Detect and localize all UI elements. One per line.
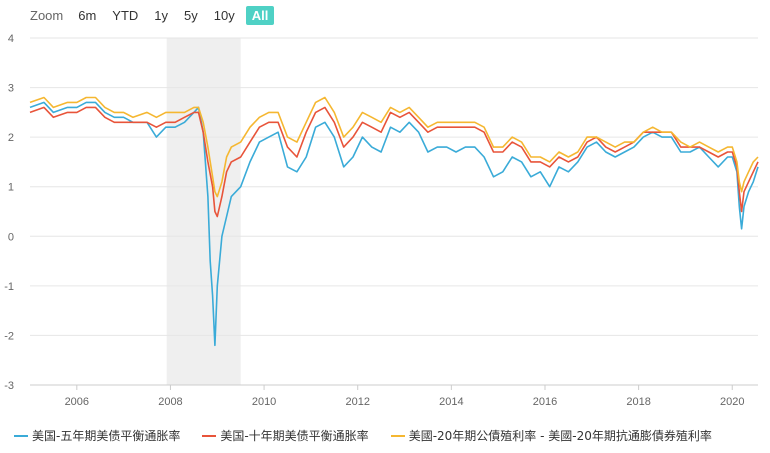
series-line-5y-breakeven — [29, 101, 759, 347]
series-line-10y-breakeven — [29, 106, 759, 218]
legend-swatch — [202, 434, 217, 437]
x-tick-label: 2006 — [65, 396, 89, 408]
y-tick-label: -2 — [4, 330, 14, 342]
zoom-button-1y[interactable]: 1y — [154, 7, 169, 23]
zoom-button-5y[interactable]: 5y — [184, 7, 198, 23]
legend-item-5y-breakeven[interactable]: 美国-五年期美债平衡通胀率 — [14, 427, 180, 444]
y-tick-label: -3 — [4, 380, 14, 392]
x-tick-label: 2012 — [345, 396, 369, 408]
legend: 美国-五年期美债平衡通胀率 美国-十年期美债平衡通胀率 美國-20年期公債殖利率… — [14, 427, 712, 444]
series-line-20y-spread — [29, 96, 759, 198]
y-tick-label: 1 — [8, 182, 14, 194]
y-tick-label: 4 — [8, 33, 14, 45]
legend-item-10y-breakeven[interactable]: 美国-十年期美债平衡通胀率 — [202, 427, 369, 444]
x-tick-label: 2014 — [439, 396, 463, 408]
line-chart: -3 -2 -1 0 1 2 3 4 2006 2008 2010 2012 2014 2016 2018 2… — [4, 33, 759, 408]
range-selector: Zoom 6m YTD 1y 5y 10y All — [30, 4, 280, 26]
legend-label: 美国-十年期美债平衡通胀率 — [220, 429, 369, 443]
x-tick-label: 2016 — [533, 396, 557, 408]
recession-band — [166, 38, 241, 385]
y-tick-label: 3 — [8, 83, 14, 95]
legend-label: 美国-五年期美债平衡通胀率 — [32, 429, 181, 443]
legend-item-20y-spread[interactable]: 美國-20年期公債殖利率 - 美國-20年期抗通膨債券殖利率 — [390, 427, 712, 444]
x-tick-label: 2010 — [252, 396, 276, 408]
zoom-button-6m[interactable]: 6m — [78, 7, 97, 23]
y-tick-label: 2 — [8, 132, 14, 144]
zoom-label: Zoom — [30, 7, 64, 23]
legend-swatch — [14, 434, 28, 437]
zoom-button-ytd[interactable]: YTD — [112, 7, 139, 23]
y-tick-label: 0 — [8, 231, 14, 243]
zoom-button-10y[interactable]: 10y — [213, 7, 235, 23]
x-tick-label: 2020 — [720, 396, 744, 408]
legend-label: 美國-20年期公債殖利率 - 美國-20年期抗通膨債券殖利率 — [408, 429, 712, 443]
zoom-button-all[interactable]: All — [245, 5, 275, 25]
y-tick-label: -1 — [4, 281, 14, 293]
x-tick-label: 2018 — [626, 396, 650, 408]
legend-swatch — [390, 434, 405, 437]
x-tick-label: 2008 — [158, 396, 182, 408]
